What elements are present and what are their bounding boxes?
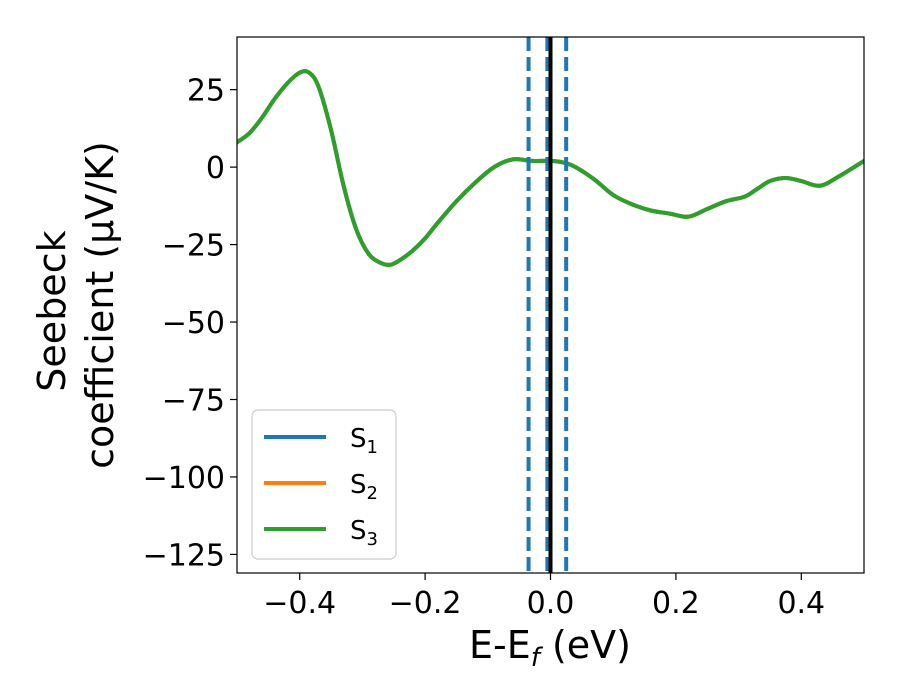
- series-line-s3: [237, 69, 864, 267]
- x-axis-label: E-Ef (eV): [469, 623, 631, 673]
- y-axis-label-line2: coefficient (μV/K): [78, 141, 122, 469]
- legend-items: S1 S2 S3: [264, 424, 378, 550]
- x-axis-label-unit: (eV): [540, 623, 631, 667]
- legend: S1 S2 S3: [251, 409, 397, 560]
- legend-label-s3: S3: [350, 516, 378, 550]
- x-tick-label: 0.2: [652, 586, 700, 621]
- y-tick-label: 0: [206, 151, 225, 186]
- y-axis-label: Seebeck coefficient (μV/K): [30, 141, 122, 469]
- y-tick-label: −50: [162, 306, 225, 341]
- y-axis-label-line1: Seebeck: [30, 230, 74, 391]
- y-tick-label: −75: [162, 383, 225, 418]
- x-tick-label: −0.4: [263, 586, 336, 621]
- legend-label-s1: S1: [350, 424, 378, 458]
- x-axis-ticks: −0.4 −0.2 0.0 0.2 0.4: [263, 573, 825, 621]
- x-tick-label: −0.2: [389, 586, 462, 621]
- y-tick-label: −25: [162, 229, 225, 264]
- y-tick-label: 25: [187, 74, 225, 109]
- y-axis-ticks: 25 0 −25 −50 −75 −100 −125: [143, 74, 237, 573]
- y-tick-label: −100: [143, 461, 225, 496]
- y-tick-label: −125: [143, 538, 225, 573]
- x-tick-label: 0.0: [527, 586, 575, 621]
- series-layer: [237, 69, 864, 267]
- x-axis-label-main: E-E: [469, 623, 531, 667]
- vline-layer: [526, 37, 569, 573]
- legend-label-s2: S2: [350, 470, 378, 504]
- x-tick-label: 0.4: [777, 586, 825, 621]
